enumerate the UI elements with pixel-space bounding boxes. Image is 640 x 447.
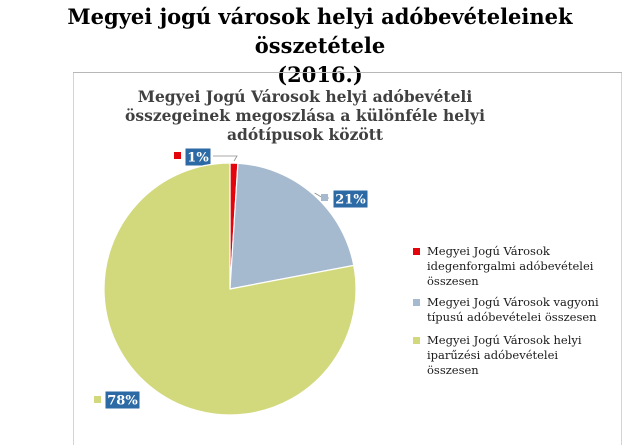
data-label-property: 21% (335, 193, 366, 208)
data-label-box-property (332, 189, 369, 209)
legend-label-tourism: Megyei Jogú Városok idegenforgalmi adóbe… (427, 244, 594, 288)
page-title: Megyei jogú városok helyi adóbevételeine… (0, 2, 640, 89)
leader-line-tourism (213, 155, 238, 162)
legend-swatch-tourism (413, 248, 420, 255)
chart-title-line-2: összegeinek megoszlása a különféle helyi (125, 106, 485, 125)
legend: Megyei Jogú Városok idegenforgalmi adóbe… (413, 244, 613, 384)
page-title-line-2: (2016.) (277, 62, 363, 87)
legend-label-business: Megyei Jogú Városok helyi iparűzési adób… (427, 333, 582, 377)
legend-swatch-property (413, 299, 420, 306)
legend-item-property: Megyei Jogú Városok vagyoni típusú adóbe… (413, 295, 613, 325)
chart-top-border (73, 72, 622, 73)
legend-item-tourism: Megyei Jogú Városok idegenforgalmi adóbe… (413, 244, 613, 289)
data-label-business: 78% (107, 394, 138, 409)
chart-title-line-3: adótípusok között (226, 125, 384, 144)
legend-swatch-business (413, 337, 420, 344)
chart-area (73, 73, 622, 445)
data-label-box-business (104, 390, 141, 410)
legend-label-property: Megyei Jogú Városok vagyoni típusú adóbe… (427, 295, 599, 324)
data-label-swatch-tourism (174, 152, 181, 159)
data-label-swatch-business (94, 396, 101, 403)
chart-title: Megyei Jogú Városok helyi adóbevételi ös… (95, 87, 515, 144)
legend-item-business: Megyei Jogú Városok helyi iparűzési adób… (413, 333, 613, 378)
chart-title-line-1: Megyei Jogú Városok helyi adóbevételi (137, 87, 473, 106)
data-label-tourism: 1% (187, 151, 209, 166)
pie-slice-business (103, 162, 357, 416)
data-label-swatch-property (321, 194, 328, 201)
data-label-box-tourism (184, 147, 212, 167)
pie-slice-property (229, 162, 355, 290)
page-title-line-1: Megyei jogú városok helyi adóbevételeine… (67, 4, 573, 58)
